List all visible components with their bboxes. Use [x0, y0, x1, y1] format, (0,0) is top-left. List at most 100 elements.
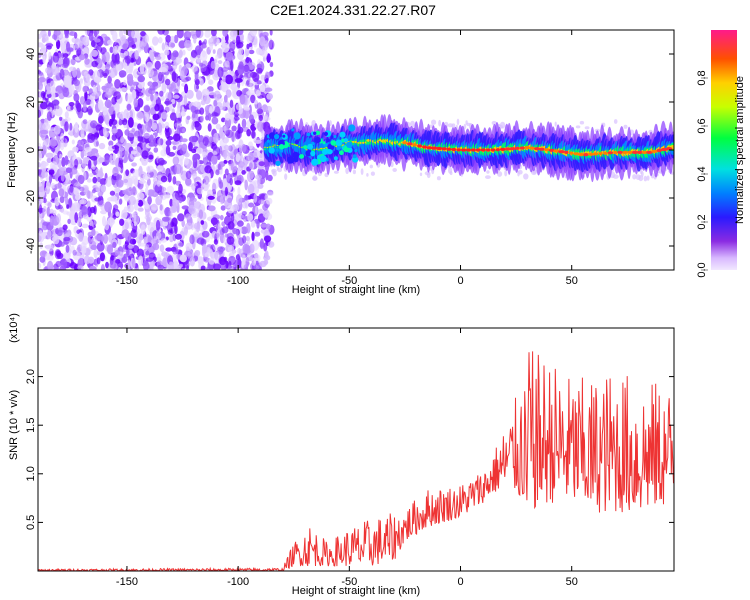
faint-speckle	[370, 171, 375, 176]
noise-speckle	[98, 142, 106, 150]
noise-speckle	[157, 253, 161, 262]
noise-speckle	[149, 51, 155, 62]
ridge-blob	[275, 148, 279, 152]
noise-speckle	[217, 60, 223, 65]
noise-speckle	[170, 42, 176, 48]
snr-plot: -150 -100 -50 0 50 0.5 1.0 1.5 2.0 Height of str…	[8, 313, 675, 597]
noise-speckle	[98, 157, 105, 164]
noise-speckle	[96, 257, 101, 265]
spectrogram-x-axis-label: Height of straight line (km)	[292, 284, 420, 296]
faint-speckle	[329, 120, 332, 127]
noise-speckle	[67, 160, 75, 169]
ridge-core	[603, 151, 608, 155]
noise-speckle	[110, 30, 114, 36]
noise-speckle	[59, 140, 65, 151]
noise-speckle	[110, 195, 118, 202]
noise-speckle	[95, 124, 103, 131]
noise-speckle	[99, 252, 105, 262]
noise-speckle	[47, 30, 52, 37]
noise-speckle	[164, 127, 172, 137]
noise-speckle	[137, 207, 144, 212]
noise-speckle	[153, 51, 157, 56]
noise-speckle	[42, 55, 46, 64]
noise-speckle	[248, 49, 255, 55]
noise-speckle	[200, 115, 204, 122]
noise-speckle	[111, 134, 117, 141]
faint-speckle	[523, 173, 529, 180]
noise-speckle	[46, 157, 52, 163]
ridge-core	[607, 151, 614, 155]
ridge-blob	[319, 155, 327, 163]
noise-speckle	[131, 89, 137, 101]
noise-speckle	[264, 250, 269, 260]
noise-speckle	[172, 156, 180, 166]
noise-speckle	[211, 182, 217, 193]
ridge-blob	[333, 149, 339, 155]
noise-speckle	[79, 198, 87, 205]
noise-speckle	[202, 88, 210, 97]
noise-speckle	[66, 104, 71, 111]
noise-speckle	[63, 236, 71, 242]
noise-speckle	[265, 223, 271, 230]
noise-speckle	[38, 230, 43, 237]
noise-speckle	[115, 63, 122, 72]
noise-speckle	[165, 34, 172, 43]
noise-speckle	[68, 84, 75, 95]
noise-speckle	[123, 50, 129, 56]
noise-speckle	[169, 261, 174, 266]
noise-speckle	[77, 265, 84, 270]
noise-speckle	[226, 173, 232, 184]
faint-speckle	[436, 176, 441, 181]
noise-speckle	[97, 199, 105, 207]
ridge-core	[407, 142, 413, 146]
x-tick-label: -50	[341, 576, 357, 588]
noise-speckle	[108, 140, 114, 147]
noise-speckle	[227, 197, 233, 203]
noise-speckle	[69, 31, 77, 37]
noise-speckle	[174, 224, 178, 235]
noise-speckle	[160, 111, 168, 120]
noise-speckle	[236, 90, 243, 97]
noise-speckle	[125, 169, 130, 177]
y-tick-label: -20	[25, 190, 37, 206]
noise-speckle	[99, 167, 103, 178]
noise-speckle	[200, 220, 205, 225]
noise-speckle	[123, 150, 128, 157]
noise-speckle	[38, 204, 43, 214]
noise-speckle	[73, 79, 80, 87]
noise-speckle	[192, 154, 198, 163]
noise-speckle	[42, 221, 50, 226]
noise-speckle	[266, 191, 274, 196]
noise-speckle	[130, 150, 138, 155]
noise-speckle	[154, 60, 161, 70]
faint-speckle	[284, 173, 288, 180]
figure-title: C2E1.2024.331.22.27.R07	[270, 2, 436, 18]
noise-speckle	[256, 47, 263, 55]
noise-speckle	[87, 135, 95, 143]
faint-speckle	[333, 170, 339, 174]
noise-speckle	[184, 222, 193, 230]
noise-speckle	[40, 129, 48, 135]
noise-speckle	[127, 117, 134, 128]
noise-speckle	[264, 212, 273, 221]
noise-speckle	[229, 99, 234, 109]
ridge-blob	[326, 138, 330, 143]
noise-speckle	[84, 147, 92, 152]
noise-speckle	[253, 150, 261, 158]
noise-speckle	[123, 178, 129, 184]
noise-speckle	[247, 152, 255, 162]
noise-speckle	[96, 84, 101, 93]
noise-speckle	[186, 115, 191, 121]
noise-speckle	[38, 150, 42, 162]
noise-speckle	[111, 128, 118, 134]
ridge-blob	[275, 160, 281, 166]
ridge-blob	[305, 150, 312, 157]
noise-speckle	[157, 138, 162, 146]
ridge-blob	[339, 131, 346, 138]
noise-speckle	[139, 64, 145, 74]
noise-speckle	[74, 122, 79, 133]
noise-speckle	[49, 215, 55, 227]
noise-speckle	[176, 57, 183, 64]
noise-speckle	[131, 162, 138, 167]
noise-speckle	[124, 195, 130, 202]
